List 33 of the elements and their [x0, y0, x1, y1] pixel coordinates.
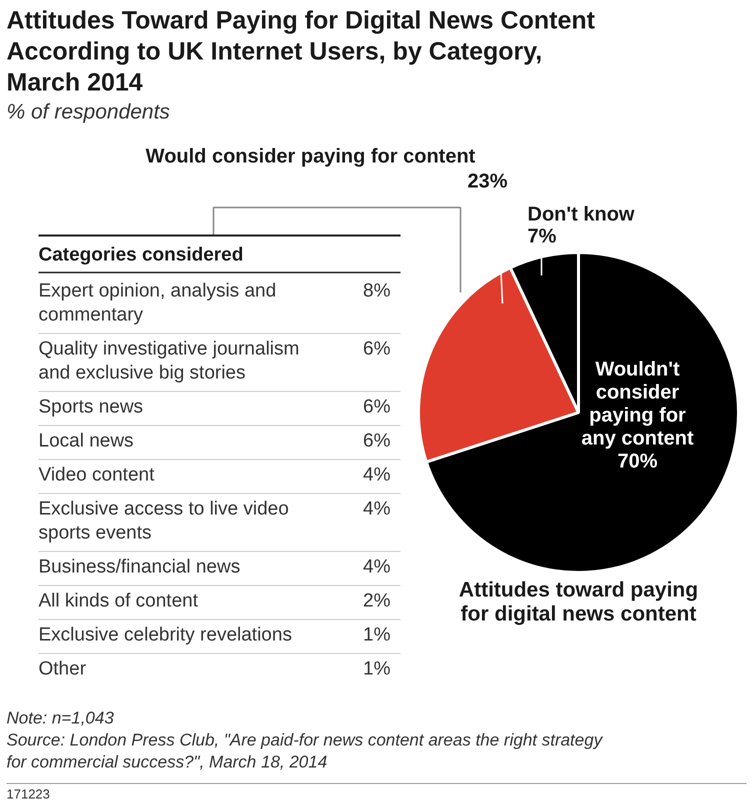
category-label: Quality investigative journalism and exclusive big stories	[38, 338, 300, 384]
slice-label: Wouldn't consider paying for any content	[581, 358, 694, 450]
data-label: 70%	[617, 450, 658, 472]
text: 1%	[363, 624, 391, 646]
slice-label: Don't know	[528, 204, 635, 226]
text: 6%	[363, 430, 391, 452]
category-label: Business/financial news	[38, 556, 240, 578]
text: 8%	[363, 280, 391, 302]
slice-label: Would consider paying for content	[146, 146, 476, 168]
category-label: Expert opinion, analysis and commentary	[38, 280, 276, 326]
text: 2%	[363, 590, 391, 612]
chart-subtitle: % of respondents	[6, 100, 170, 124]
text: 1%	[363, 658, 391, 680]
text: Note: n=1,043	[6, 708, 114, 728]
data-label: 7%	[528, 226, 557, 248]
text: Categories considered	[38, 244, 244, 266]
text: 4%	[363, 464, 391, 486]
source-note: Source: London Press Club, "Are paid-for news content areas the right strategy for commercial success?", March 18, 2014	[6, 730, 604, 772]
text: 4%	[363, 498, 391, 520]
category-label: All kinds of content	[38, 590, 199, 612]
category-label: Sports news	[38, 396, 144, 418]
text: Attitudes toward paying for digital news content	[458, 578, 698, 626]
text: 6%	[363, 396, 391, 418]
category-label: Other	[38, 658, 87, 680]
data-label: 23%	[467, 170, 508, 192]
text: 171223	[6, 786, 50, 802]
category-label: Exclusive access to live video sports events	[38, 498, 289, 544]
text: 6%	[363, 338, 391, 360]
category-label: Video content	[38, 464, 156, 486]
text: 4%	[363, 556, 391, 578]
category-label: Local news	[38, 430, 134, 452]
chart-title: Attitudes Toward Paying for Digital News Content According to UK Internet Users, by Category, March 2014	[6, 6, 596, 96]
category-label: Exclusive celebrity revelations	[38, 624, 292, 646]
